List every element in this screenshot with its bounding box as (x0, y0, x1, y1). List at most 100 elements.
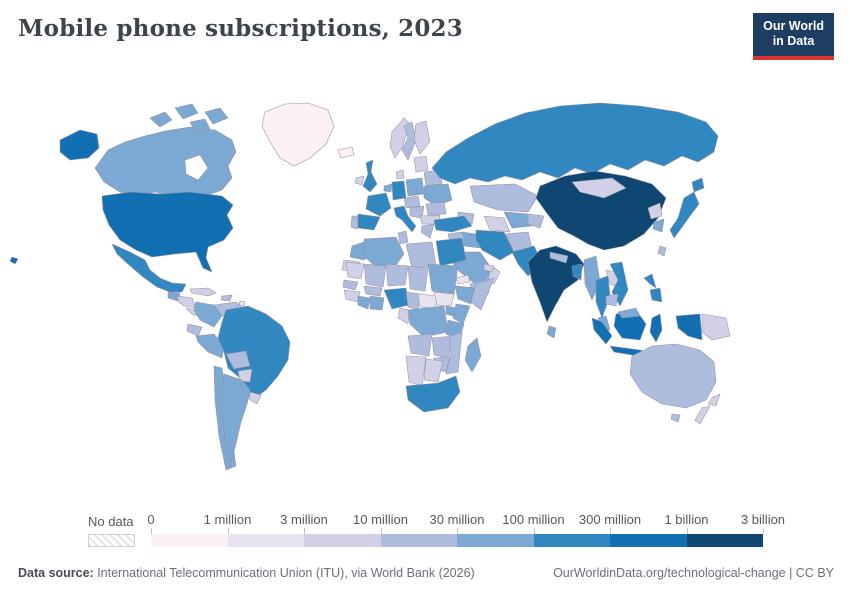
country-hawaii[interactable] (9, 256, 19, 265)
country-canada-arctic-3[interactable] (204, 107, 229, 125)
country-ireland[interactable] (354, 175, 365, 186)
country-baltics[interactable] (413, 155, 429, 173)
country-spain[interactable] (357, 213, 381, 231)
country-alaska[interactable] (59, 129, 100, 161)
country-thailand[interactable] (595, 275, 611, 319)
country-india[interactable] (527, 245, 585, 323)
country-burkina-faso[interactable] (363, 285, 383, 297)
country-uganda[interactable] (445, 305, 457, 317)
country-paraguay[interactable] (237, 368, 253, 383)
country-mauritania[interactable] (345, 261, 365, 280)
country-algeria[interactable] (363, 236, 405, 269)
country-taiwan[interactable] (657, 245, 667, 257)
country-kenya[interactable] (452, 303, 471, 325)
country-iceland[interactable] (337, 146, 355, 159)
country-australia[interactable] (629, 343, 717, 409)
legend-bin-100-300-million[interactable] (533, 534, 610, 547)
country-papua-new-guinea[interactable] (701, 313, 731, 341)
country-philippines-north[interactable] (643, 273, 657, 289)
country-new-zealand-south[interactable] (694, 405, 711, 425)
country-mexico[interactable] (111, 243, 187, 293)
country-south-africa[interactable] (405, 375, 461, 413)
country-bolivia[interactable] (225, 350, 251, 370)
legend-bin-30-100-million[interactable] (457, 534, 534, 547)
country-uruguay[interactable] (248, 391, 262, 405)
country-kazakhstan[interactable] (469, 183, 539, 213)
country-uae[interactable] (483, 263, 495, 273)
country-angola[interactable] (407, 333, 433, 357)
country-zambia[interactable] (431, 335, 453, 359)
country-congo-gabon[interactable] (397, 307, 411, 325)
country-germany[interactable] (391, 180, 407, 201)
country-iraq[interactable] (461, 231, 481, 249)
country-sweden[interactable] (401, 121, 417, 161)
country-new-zealand-north[interactable] (707, 393, 721, 407)
country-mozambique[interactable] (445, 331, 463, 375)
country-madagascar[interactable] (464, 337, 482, 373)
legend-bin-1-3-million[interactable] (227, 534, 304, 547)
footer-link[interactable]: OurWorldinData.org/technological-change … (553, 566, 834, 580)
country-japan[interactable] (669, 191, 700, 239)
country-czechia-austria[interactable] (403, 195, 421, 209)
country-turkmenistan[interactable] (483, 215, 511, 233)
legend-bin-1-3-billion[interactable] (686, 534, 763, 547)
country-drc[interactable] (407, 305, 449, 338)
country-romania[interactable] (425, 201, 447, 216)
country-sri-lanka[interactable] (546, 325, 557, 339)
country-portugal[interactable] (350, 215, 359, 230)
country-senegal[interactable] (342, 279, 359, 291)
country-tunisia[interactable] (397, 230, 409, 245)
country-somalia[interactable] (470, 277, 495, 311)
country-nepal[interactable] (549, 251, 569, 264)
country-namibia[interactable] (405, 355, 427, 387)
country-canada-arctic-2[interactable] (174, 103, 199, 120)
country-tasmania[interactable] (670, 413, 681, 423)
legend-bin-3-10-million[interactable] (304, 534, 381, 547)
country-cuba[interactable] (189, 287, 217, 297)
country-cambodia[interactable] (605, 293, 619, 307)
country-mali[interactable] (363, 263, 387, 288)
country-france[interactable] (365, 192, 392, 217)
country-argentina[interactable] (220, 373, 251, 463)
country-indonesia-papua[interactable] (675, 313, 703, 341)
country-niger[interactable] (385, 263, 409, 287)
country-peru[interactable] (195, 333, 225, 359)
country-indonesia-sulawesi[interactable] (649, 313, 663, 343)
country-guinea[interactable] (343, 289, 361, 303)
country-honduras-nicaragua[interactable] (177, 295, 197, 309)
country-uzbekistan[interactable] (503, 211, 533, 229)
country-south-korea[interactable] (652, 218, 665, 233)
country-greece[interactable] (420, 223, 435, 239)
owid-logo[interactable]: Our World in Data (753, 13, 834, 60)
country-lesser-antilles[interactable] (238, 300, 246, 307)
legend-bin-300-million-1-billion[interactable] (610, 534, 687, 547)
country-italy[interactable] (393, 205, 417, 233)
no-data-swatch[interactable] (88, 534, 135, 547)
country-hispaniola[interactable] (220, 294, 233, 302)
country-ivory-coast[interactable] (357, 295, 371, 310)
country-chad[interactable] (407, 265, 429, 292)
country-iran[interactable] (475, 229, 515, 261)
country-canada-arctic-4[interactable] (189, 118, 211, 133)
country-canada-arctic-1[interactable] (149, 111, 173, 128)
country-indonesia-sumatra[interactable] (591, 317, 613, 345)
country-malaysia-borneo[interactable] (617, 307, 641, 319)
legend-bin-0-1-million[interactable] (151, 534, 228, 547)
country-turkey[interactable] (433, 215, 473, 233)
country-philippines-south[interactable] (649, 287, 663, 303)
country-north-korea[interactable] (647, 202, 663, 220)
country-denmark[interactable] (395, 169, 405, 180)
country-united-kingdom[interactable] (362, 159, 378, 193)
country-botswana[interactable] (423, 358, 444, 383)
country-united-states[interactable] (101, 191, 234, 273)
country-poland[interactable] (405, 177, 425, 197)
country-south-sudan[interactable] (433, 291, 455, 307)
country-ghana[interactable] (369, 295, 385, 311)
country-ecuador[interactable] (186, 323, 203, 337)
country-japan-hokkaido[interactable] (691, 177, 705, 193)
country-greenland[interactable] (261, 102, 335, 167)
country-finland[interactable] (413, 120, 431, 155)
country-china[interactable] (535, 170, 667, 251)
country-benelux[interactable] (383, 183, 393, 193)
country-bangladesh[interactable] (571, 263, 583, 281)
